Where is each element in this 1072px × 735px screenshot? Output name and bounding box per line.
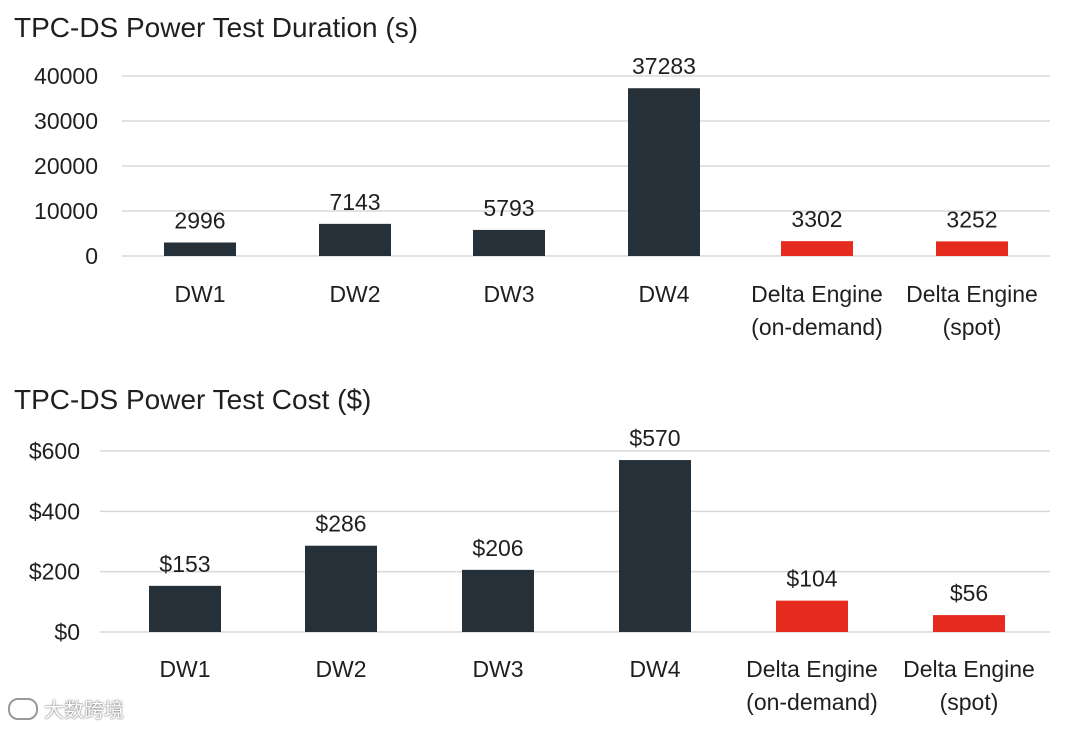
x-tick-label: Delta Engine (on-demand) xyxy=(746,656,878,715)
x-tick-label-line: DW4 xyxy=(638,281,689,307)
bar xyxy=(473,229,545,256)
x-tick-label-line: DW3 xyxy=(483,281,534,307)
x-tick-label-line: DW1 xyxy=(174,281,225,307)
x-tick-label: DW1 xyxy=(159,656,210,682)
bar xyxy=(149,585,221,632)
data-label: 2996 xyxy=(174,208,225,234)
x-tick-label-line: DW3 xyxy=(472,656,523,682)
bar xyxy=(619,460,691,632)
x-tick-label: Delta Engine (spot) xyxy=(903,656,1035,715)
y-tick-label: $0 xyxy=(54,619,80,645)
data-label: $206 xyxy=(472,535,523,561)
data-label: 37283 xyxy=(632,53,696,79)
data-label: $104 xyxy=(786,566,837,592)
x-tick-label: DW3 xyxy=(472,656,523,682)
y-tick-label: 30000 xyxy=(34,108,98,134)
x-tick-label-line: (on-demand) xyxy=(751,314,883,340)
y-tick-label: 20000 xyxy=(34,153,98,179)
bar xyxy=(628,88,700,256)
y-tick-label: $600 xyxy=(29,438,80,464)
x-tick-label-line: Delta Engine xyxy=(906,281,1038,307)
bar xyxy=(462,569,534,632)
x-tick-label-line: (spot) xyxy=(940,689,999,715)
chart-1: TPC-DS Power Test Duration (s) 0 10000 2000… xyxy=(14,12,1050,340)
x-tick-label-line: DW1 xyxy=(159,656,210,682)
x-tick-label-line: Delta Engine xyxy=(903,656,1035,682)
chart-2: TPC-DS Power Test Cost ($) $0 $200 $400 $600… xyxy=(14,384,1050,715)
chart-title: TPC-DS Power Test Cost ($) xyxy=(14,384,371,415)
y-tick-label: 40000 xyxy=(34,63,98,89)
x-tick-label: DW2 xyxy=(329,281,380,307)
x-tick-label: DW4 xyxy=(638,281,689,307)
x-tick-label-line: DW4 xyxy=(629,656,680,682)
bar xyxy=(305,545,377,632)
x-tick-label-line: Delta Engine xyxy=(746,656,878,682)
bar xyxy=(164,242,236,256)
y-tick-label: 10000 xyxy=(34,198,98,224)
y-tick-label: 0 xyxy=(85,243,98,269)
data-label: 5793 xyxy=(483,195,534,221)
watermark: 大数跨境 xyxy=(8,694,124,723)
data-label: $153 xyxy=(159,551,210,577)
data-label: $286 xyxy=(315,511,366,537)
x-tick-label: Delta Engine (spot) xyxy=(906,281,1038,340)
x-tick-label-line: DW2 xyxy=(315,656,366,682)
x-tick-label: DW3 xyxy=(483,281,534,307)
x-tick-label: Delta Engine (on-demand) xyxy=(751,281,883,340)
bar xyxy=(781,241,853,256)
x-tick-label: DW1 xyxy=(174,281,225,307)
bar xyxy=(933,615,1005,632)
x-tick-label-line: (on-demand) xyxy=(746,689,878,715)
x-tick-label-line: DW2 xyxy=(329,281,380,307)
y-tick-label: $400 xyxy=(29,498,80,524)
y-tick-label: $200 xyxy=(29,559,80,585)
watermark-text: 大数跨境 xyxy=(44,700,124,722)
data-label: $570 xyxy=(629,425,680,451)
chart-title: TPC-DS Power Test Duration (s) xyxy=(14,12,418,43)
x-tick-label: DW4 xyxy=(629,656,680,682)
x-tick-label-line: (spot) xyxy=(943,314,1002,340)
data-label: 3302 xyxy=(791,206,842,232)
x-tick-label: DW2 xyxy=(315,656,366,682)
bar xyxy=(936,241,1008,256)
bar xyxy=(319,223,391,256)
bar xyxy=(776,600,848,632)
data-label: 3252 xyxy=(946,206,997,232)
data-label: $56 xyxy=(950,580,988,606)
watermark-logo-icon xyxy=(8,697,38,720)
x-tick-label-line: Delta Engine xyxy=(751,281,883,307)
data-label: 7143 xyxy=(329,189,380,215)
